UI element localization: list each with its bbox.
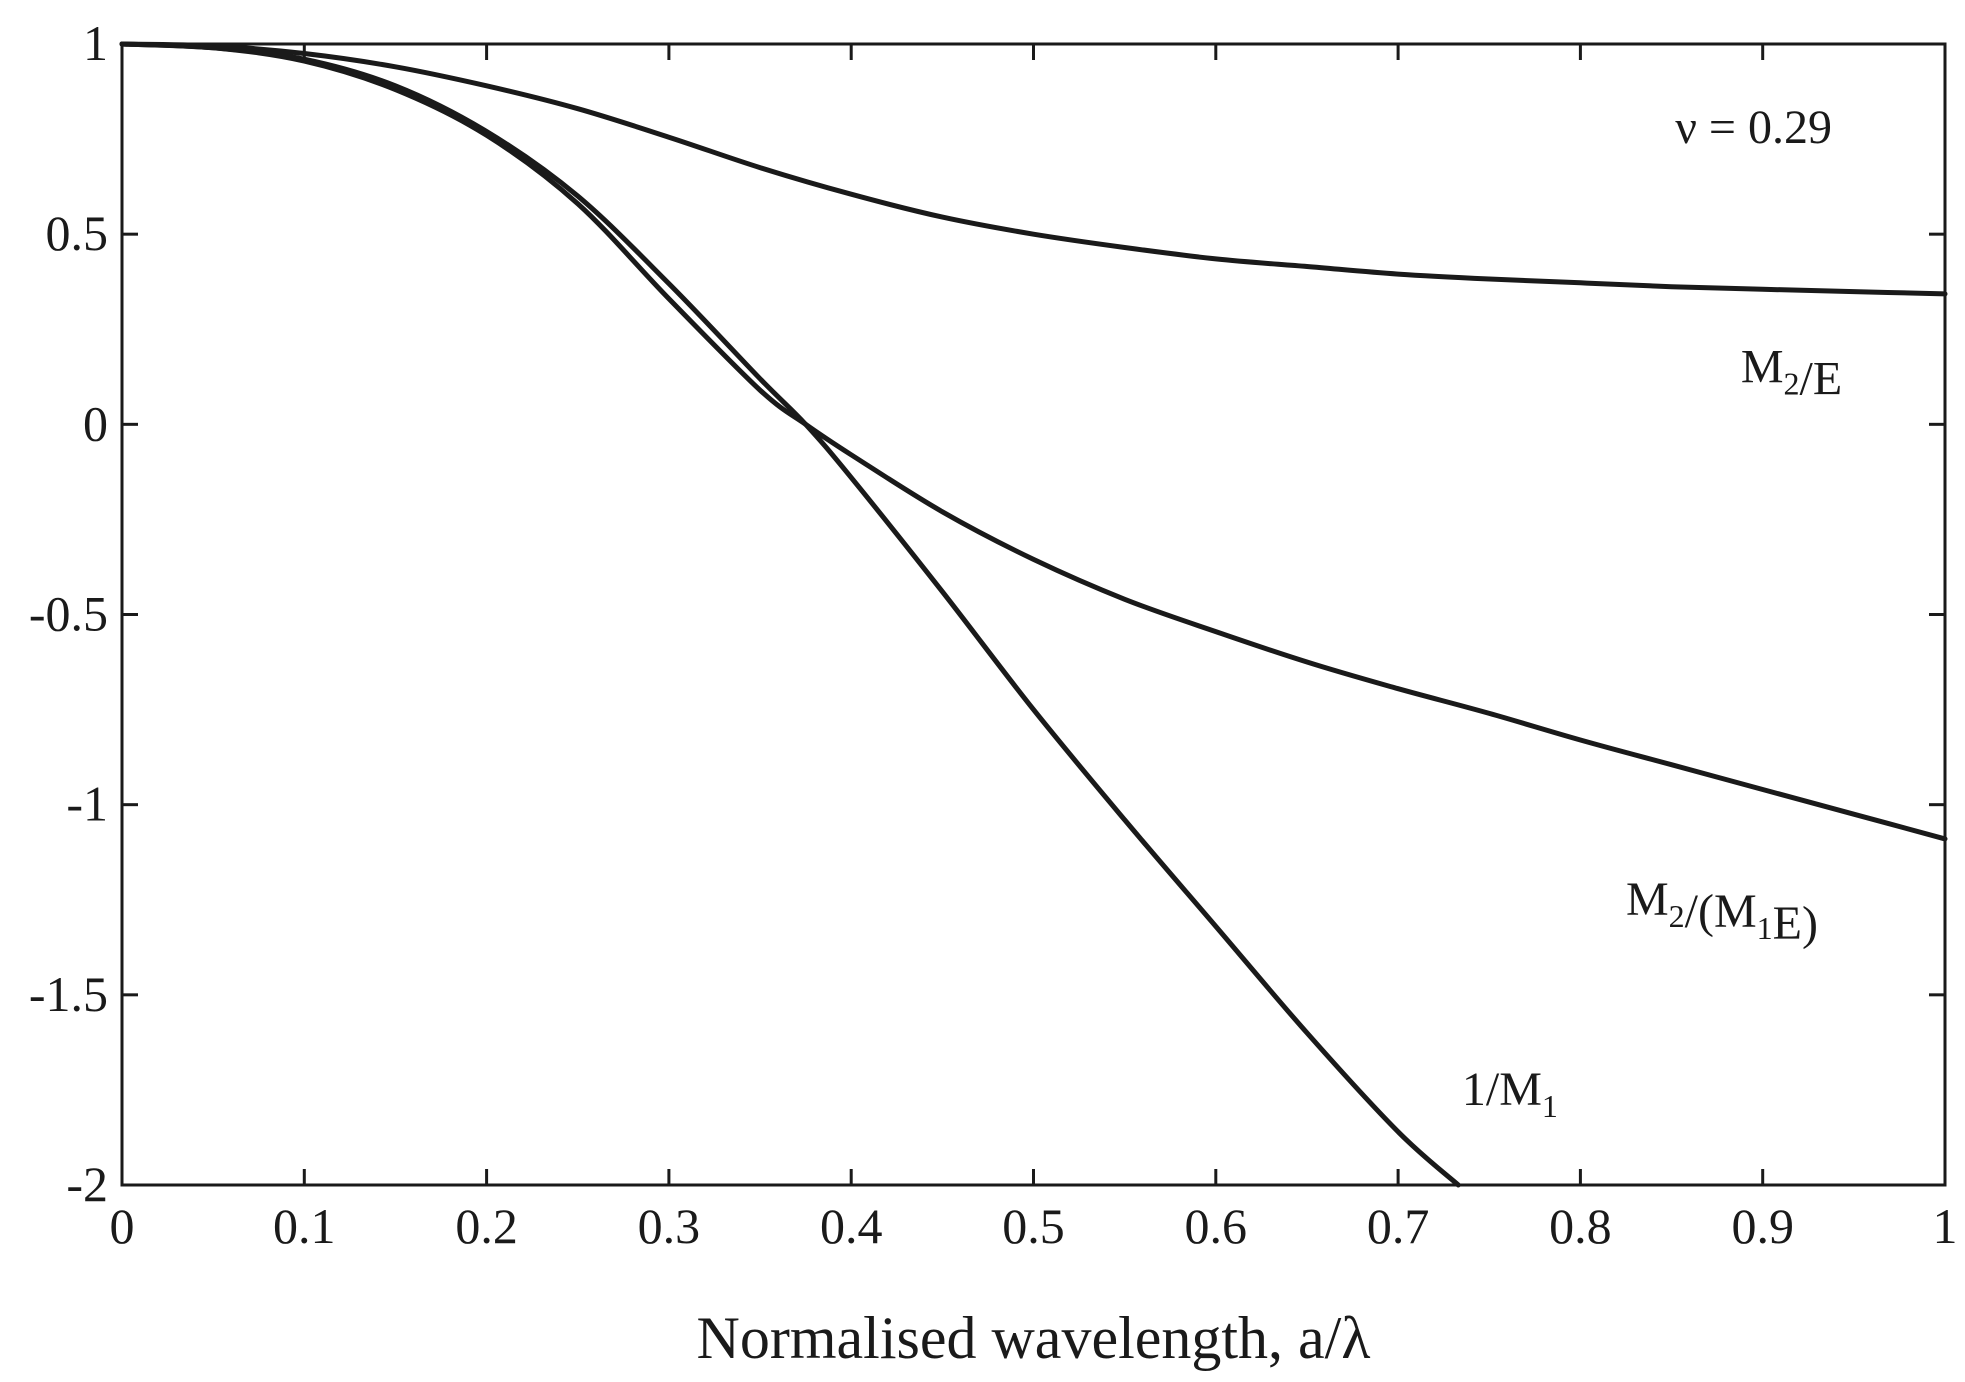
series-line-m2-over-m1e: [119, 41, 1948, 842]
parameter-annotation: ν = 0.29: [1675, 101, 1832, 154]
series-line-1-over-m1: [119, 41, 1461, 1188]
series-label-1-over-m1: 1/M1: [1462, 1063, 1558, 1124]
x-tick-label: 0.5: [1002, 1198, 1065, 1254]
series-lines: [119, 41, 1948, 1188]
x-tick-label: 0: [110, 1198, 135, 1254]
tick-labels: 0 0.1 0.2 0.3 0.4 0.5 0.6 0.7 0.8 0.9 1 1 0.5 0 -0.5 -1…: [29, 15, 1958, 1254]
x-tick-label: 0.1: [273, 1198, 336, 1254]
series-labels: M2/E M2/(M1E) 1/M1: [1462, 340, 1842, 1124]
y-tick-label: -1: [66, 776, 108, 832]
series-label-m2-over-m1e: M2/(M1E): [1626, 873, 1818, 950]
y-tick-label: 0: [83, 395, 108, 451]
x-tick-label: 0.6: [1185, 1198, 1248, 1254]
x-tick-label: 0.2: [455, 1198, 518, 1254]
x-tick-label: 0.8: [1549, 1198, 1612, 1254]
series-label-m2-over-e: M2/E: [1741, 340, 1842, 405]
y-tick-label: 1: [83, 15, 108, 71]
x-tick-label: 1: [1933, 1198, 1958, 1254]
plot-frame: [120, 42, 1947, 1187]
y-tick-label: -1.5: [29, 966, 108, 1022]
y-tick-label: -0.5: [29, 586, 108, 642]
x-tick-label: 0.9: [1731, 1198, 1794, 1254]
series-line-m2-over-e: [119, 41, 1948, 297]
axis-ticks: [120, 42, 1947, 1187]
x-tick-label: 0.7: [1367, 1198, 1430, 1254]
x-axis-title: Normalised wavelength, a/λ: [697, 1305, 1371, 1371]
y-tick-label: -2: [66, 1156, 108, 1212]
x-tick-label: 0.3: [638, 1198, 701, 1254]
x-tick-label: 0.4: [820, 1198, 883, 1254]
y-tick-label: 0.5: [46, 205, 109, 261]
